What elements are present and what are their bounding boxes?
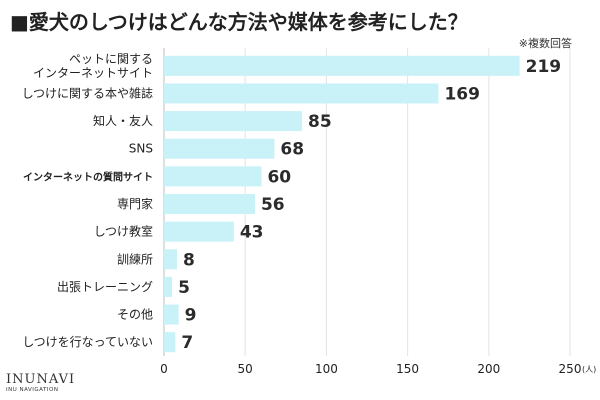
bar-3 (164, 111, 303, 132)
value-label-10: 9 (185, 306, 197, 326)
bar-8 (164, 249, 177, 270)
x-tick-label-0: 0 (160, 362, 168, 376)
category-label-1: ペットに関するインターネットサイト (33, 52, 153, 80)
x-axis-ticks: 0 50 100 150 200 250 (人) (160, 362, 596, 376)
bar-5 (164, 166, 262, 187)
category-label-7: しつけ教室 (94, 224, 153, 239)
logo-brand: INUNAVI (6, 372, 76, 387)
category-label-9: 出張トレーニング (57, 280, 153, 294)
value-label-2: 169 (444, 84, 480, 104)
category-label-8: 訓練所 (117, 251, 153, 266)
bar-1 (164, 55, 520, 76)
x-tick-label-100: 100 (315, 362, 338, 376)
bar-4 (164, 138, 275, 159)
value-label-5: 60 (267, 167, 291, 187)
bar-9 (164, 276, 173, 297)
bars (164, 55, 520, 353)
value-label-9: 5 (178, 278, 190, 298)
logo-subtitle: INU NAVIGATION (6, 387, 59, 393)
value-label-7: 43 (240, 223, 264, 243)
bar-2 (164, 83, 439, 104)
x-tick-label-250: 250 (559, 362, 582, 376)
inunavi-logo: INUNAVI INU NAVIGATION (6, 373, 75, 394)
value-label-4: 68 (280, 140, 304, 160)
bar-11 (164, 332, 176, 353)
x-axis-unit: (人) (582, 365, 596, 374)
value-label-11: 7 (181, 333, 193, 353)
category-label-2: しつけに関する本や雑誌 (22, 85, 153, 100)
category-label-10: その他 (117, 308, 153, 322)
chart-title: ■愛犬のしつけはどんな方法や媒体を参考にした？ (10, 10, 468, 34)
value-label-3: 85 (308, 112, 332, 132)
bar-7 (164, 221, 234, 242)
value-label-1: 219 (526, 57, 562, 77)
category-label-4: SNS (129, 142, 153, 156)
category-label-11: しつけを行なっていない (22, 335, 153, 349)
x-tick-label-150: 150 (396, 362, 419, 376)
bar-10 (164, 304, 179, 325)
category-label-3: 知人・友人 (93, 114, 153, 128)
x-tick-label-200: 200 (477, 362, 500, 376)
category-label-5: インターネットの質問サイト (23, 170, 153, 183)
multiple-answer-note: ※複数回答 (518, 37, 572, 50)
value-label-8: 8 (183, 250, 195, 270)
value-label-6: 56 (261, 195, 285, 215)
category-label-6: 専門家 (117, 196, 153, 211)
x-tick-label-50: 50 (238, 362, 253, 376)
bar-6 (164, 194, 255, 214)
